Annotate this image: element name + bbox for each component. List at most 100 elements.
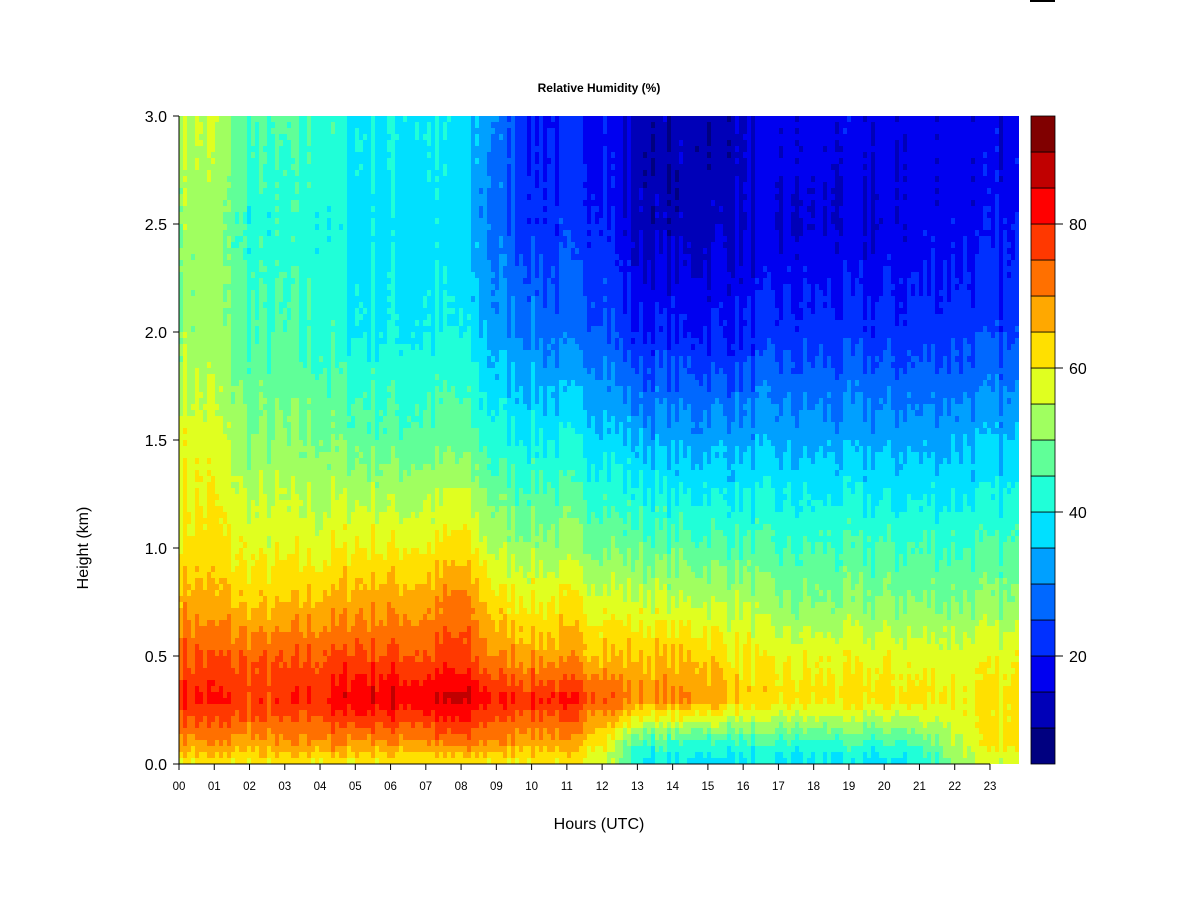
heatmap-cell [247, 704, 251, 710]
heatmap-cell [283, 290, 287, 296]
heatmap-cell [207, 608, 211, 614]
heatmap-cell [243, 242, 247, 248]
heatmap-cell [223, 734, 227, 740]
heatmap-cell [271, 650, 275, 656]
heatmap-cell [203, 296, 207, 302]
heatmap-cell [195, 218, 199, 224]
heatmap-cell [215, 506, 219, 512]
heatmap-cell [211, 524, 215, 530]
heatmap-cell [255, 674, 259, 680]
heatmap-cell [211, 284, 215, 290]
heatmap-cell [251, 536, 255, 542]
heatmap-cell [219, 686, 223, 692]
heatmap-cell [191, 176, 195, 182]
heatmap-cell [199, 608, 203, 614]
heatmap-cell [239, 674, 243, 680]
heatmap-cell [211, 488, 215, 494]
heatmap-cell [251, 572, 255, 578]
heatmap-cell [243, 614, 247, 620]
heatmap-cell [239, 182, 243, 188]
heatmap-cell [223, 728, 227, 734]
heatmap-cell [259, 260, 263, 266]
heatmap-cell [255, 542, 259, 548]
heatmap-cell [187, 632, 191, 638]
heatmap-cell [247, 524, 251, 530]
heatmap-cell [263, 566, 267, 572]
heatmap-cell [279, 170, 283, 176]
heatmap-cell [203, 476, 207, 482]
heatmap-cell [271, 554, 275, 560]
heatmap-cell [191, 242, 195, 248]
heatmap-cell [271, 392, 275, 398]
heatmap-cell [263, 488, 267, 494]
heatmap-cell [259, 752, 263, 758]
heatmap-cell [251, 314, 255, 320]
heatmap-cell [199, 494, 203, 500]
heatmap-cell [275, 548, 279, 554]
heatmap-cell [235, 134, 239, 140]
heatmap-cell [259, 410, 263, 416]
heatmap-cell [187, 134, 191, 140]
heatmap-cell [275, 398, 279, 404]
heatmap-cell [195, 152, 199, 158]
heatmap-cell [283, 398, 287, 404]
heatmap-cell [199, 596, 203, 602]
heatmap-cell [255, 230, 259, 236]
heatmap-cell [203, 122, 207, 128]
heatmap-cell [227, 650, 231, 656]
heatmap-cell [271, 302, 275, 308]
heatmap-cell [243, 494, 247, 500]
heatmap-cell [271, 140, 275, 146]
heatmap-cell [267, 308, 271, 314]
heatmap-cell [263, 476, 267, 482]
heatmap-cell [279, 530, 283, 536]
heatmap-cell [199, 338, 203, 344]
heatmap-cell [239, 740, 243, 746]
heatmap-cell [247, 728, 251, 734]
heatmap-cell [183, 494, 187, 500]
heatmap-cell [235, 440, 239, 446]
heatmap-cell [239, 314, 243, 320]
heatmap-cell [267, 590, 271, 596]
heatmap-cell [187, 122, 191, 128]
heatmap-cell [179, 494, 183, 500]
heatmap-cell [227, 176, 231, 182]
heatmap-cell [243, 218, 247, 224]
heatmap-cell [191, 134, 195, 140]
heatmap-cell [247, 602, 251, 608]
heatmap-cell [263, 284, 267, 290]
heatmap-cell [259, 146, 263, 152]
heatmap-cell [235, 704, 239, 710]
heatmap-cell [183, 674, 187, 680]
heatmap-cell [211, 356, 215, 362]
heatmap-cell [219, 452, 223, 458]
heatmap-cell [255, 494, 259, 500]
heatmap-cell [259, 740, 263, 746]
heatmap-cell [215, 518, 219, 524]
heatmap-cell [203, 656, 207, 662]
heatmap-cell [267, 398, 271, 404]
heatmap-cell [251, 680, 255, 686]
heatmap-cell [183, 476, 187, 482]
heatmap-cell [275, 200, 279, 206]
heatmap-cell [231, 428, 235, 434]
heatmap-cell [267, 494, 271, 500]
heatmap-cell [183, 278, 187, 284]
heatmap-cell [259, 482, 263, 488]
heatmap-cell [203, 284, 207, 290]
heatmap-cell [207, 272, 211, 278]
heatmap-cell [223, 506, 227, 512]
heatmap-cell [255, 416, 259, 422]
heatmap-cell [183, 404, 187, 410]
heatmap-cell [183, 656, 187, 662]
heatmap-cell [251, 152, 255, 158]
heatmap-cell [275, 356, 279, 362]
heatmap-cell [187, 422, 191, 428]
heatmap-cell [207, 350, 211, 356]
heatmap-cell [207, 566, 211, 572]
heatmap-cell [211, 614, 215, 620]
heatmap-cell [243, 446, 247, 452]
heatmap-cell [215, 350, 219, 356]
heatmap-cell [263, 176, 267, 182]
heatmap-cell [255, 116, 259, 122]
